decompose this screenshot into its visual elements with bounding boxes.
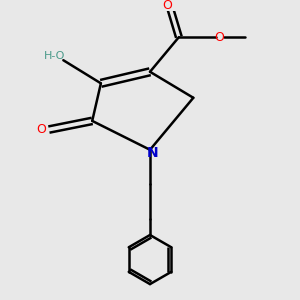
Text: N: N	[147, 146, 159, 160]
Text: O: O	[214, 31, 224, 44]
Text: O: O	[37, 123, 46, 136]
Text: O: O	[162, 0, 172, 12]
Text: H-O: H-O	[44, 51, 65, 61]
